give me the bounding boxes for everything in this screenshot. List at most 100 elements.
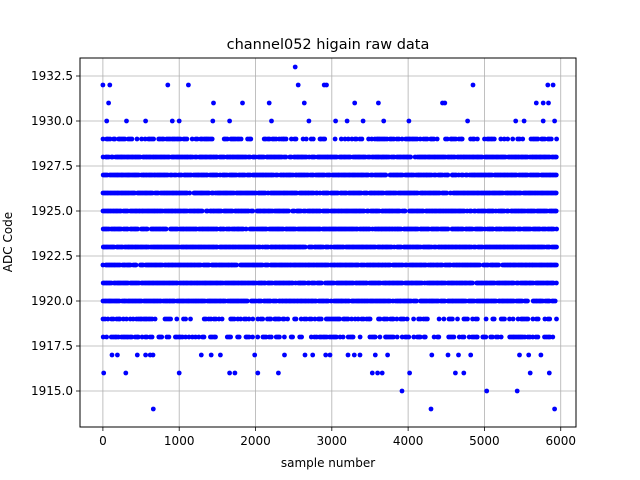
data-point <box>471 136 477 142</box>
data-point <box>266 100 272 106</box>
data-point <box>445 172 451 178</box>
data-point <box>159 334 165 340</box>
data-point <box>540 118 546 124</box>
data-point <box>422 334 428 340</box>
data-point <box>445 226 451 232</box>
data-point <box>283 154 289 160</box>
data-point <box>349 316 354 322</box>
data-point <box>547 316 553 322</box>
data-point <box>176 370 182 376</box>
data-point <box>231 316 237 322</box>
y-tick-label: 1920.0 <box>31 294 73 308</box>
data-point <box>246 334 252 340</box>
data-point <box>372 334 378 340</box>
data-point <box>402 208 408 214</box>
data-point <box>379 370 385 376</box>
data-point <box>417 136 423 142</box>
data-point <box>540 100 546 106</box>
data-point <box>468 352 474 358</box>
data-point <box>115 352 120 358</box>
data-point <box>411 316 416 322</box>
data-point <box>209 136 215 142</box>
data-point <box>269 118 274 124</box>
data-point <box>268 316 274 322</box>
data-point <box>436 334 442 340</box>
data-point <box>424 136 430 142</box>
data-point <box>189 136 195 142</box>
data-point <box>337 316 342 322</box>
data-point <box>381 118 387 124</box>
data-point <box>390 316 396 322</box>
data-point <box>101 370 107 376</box>
data-point <box>243 226 249 232</box>
y-tick-label: 1927.5 <box>31 159 73 173</box>
data-point <box>240 100 245 106</box>
data-point <box>227 118 233 124</box>
data-point <box>525 316 531 322</box>
data-point <box>199 208 205 214</box>
data-point <box>282 352 287 358</box>
data-point <box>456 352 461 358</box>
data-point <box>293 316 299 322</box>
data-point <box>236 334 242 340</box>
data-point <box>372 352 378 358</box>
data-point <box>514 388 520 394</box>
data-point <box>129 136 135 142</box>
x-tick-label: 1000 <box>164 434 195 448</box>
data-point <box>174 316 180 322</box>
data-point <box>384 316 390 322</box>
data-point <box>135 334 141 340</box>
data-point <box>319 280 324 286</box>
data-point <box>533 100 539 106</box>
x-axis-title: sample number <box>281 456 375 470</box>
data-point <box>453 370 458 376</box>
data-point <box>375 370 380 376</box>
data-point <box>293 136 299 142</box>
data-point <box>283 136 289 142</box>
x-tick-label: 4000 <box>393 434 424 448</box>
data-point <box>176 118 182 124</box>
data-point <box>150 406 156 412</box>
data-point <box>461 334 467 340</box>
data-points <box>100 64 559 412</box>
data-point <box>351 352 357 358</box>
data-point <box>196 334 202 340</box>
data-point <box>394 334 400 340</box>
data-point <box>332 136 338 142</box>
data-point <box>124 118 129 124</box>
chart-title: channel052 higain raw data <box>227 37 430 53</box>
data-point <box>496 262 502 268</box>
data-point <box>106 100 111 106</box>
data-point <box>260 316 266 322</box>
data-point <box>520 136 526 142</box>
data-point <box>219 316 225 322</box>
data-point <box>530 334 536 340</box>
data-point <box>345 316 351 322</box>
data-point <box>406 118 412 124</box>
data-point <box>535 316 541 322</box>
data-point <box>406 334 412 340</box>
data-point <box>404 316 410 322</box>
data-point <box>552 118 557 124</box>
data-point <box>186 334 192 340</box>
data-point <box>553 190 559 196</box>
data-point <box>107 82 113 88</box>
data-point <box>139 136 145 142</box>
data-point <box>169 118 175 124</box>
data-point <box>281 316 287 322</box>
data-point <box>109 352 115 358</box>
x-axis: 0 1000 2000 3000 4000 5000 6000 <box>99 427 576 448</box>
data-point <box>491 136 497 142</box>
data-point <box>238 136 244 142</box>
data-point <box>502 316 507 322</box>
data-point <box>431 334 437 340</box>
data-point <box>459 136 465 142</box>
data-point <box>208 352 214 358</box>
data-point <box>401 316 407 322</box>
data-point <box>100 334 106 340</box>
data-point <box>359 136 365 142</box>
data-point <box>122 136 128 142</box>
data-point <box>104 118 110 124</box>
data-point <box>322 136 328 142</box>
